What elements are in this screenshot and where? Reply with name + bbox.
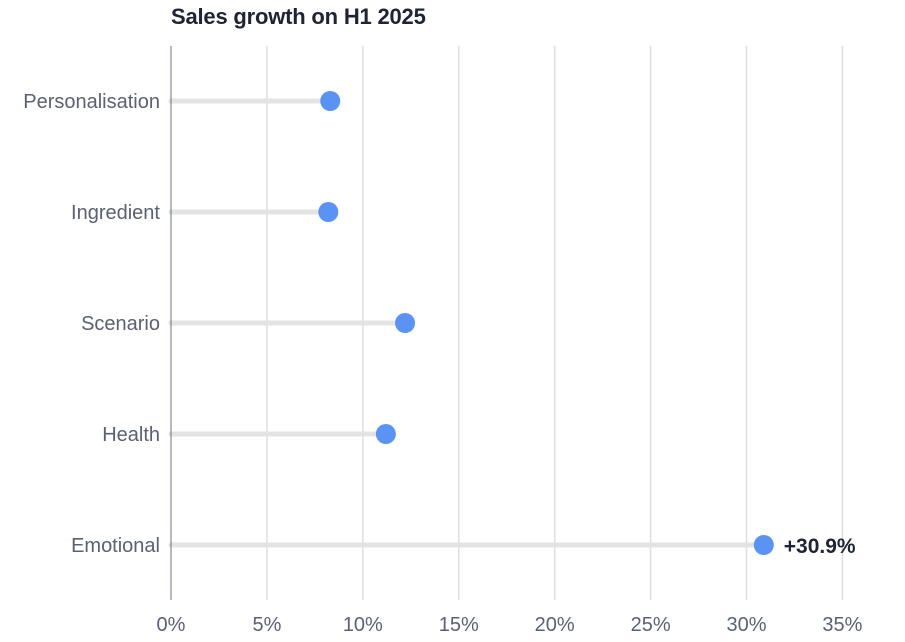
dot-ingredient [318, 202, 339, 222]
category-labels: Personalisation Ingredient Scenario Health E… [23, 91, 160, 557]
dot-health [375, 424, 396, 444]
dot-scenario [395, 313, 416, 333]
x-tick-label-15: 15% [439, 614, 479, 636]
chart-title: Sales growth on H1 2025 [171, 4, 426, 29]
dots [318, 91, 774, 555]
category-label-health: Health [102, 424, 160, 446]
dot-emotional [753, 535, 774, 555]
x-tick-label-35: 35% [822, 614, 862, 636]
stems [168, 98, 767, 548]
category-label-ingredient: Ingredient [71, 202, 160, 224]
x-tick-label-25: 25% [631, 614, 671, 636]
x-tick-label-20: 20% [535, 614, 575, 636]
category-label-emotional: Emotional [71, 535, 160, 557]
category-label-personalisation: Personalisation [23, 91, 160, 113]
data-label-emotional: +30.9% [784, 535, 856, 558]
x-tick-label-5: 5% [252, 614, 281, 636]
dot-personalisation [320, 91, 341, 111]
x-tick-label-30: 30% [727, 614, 767, 636]
data-labels: +30.9% [784, 535, 856, 558]
category-label-scenario: Scenario [81, 313, 160, 335]
x-tick-labels: 0% 5% 10% 15% 20% 25% 30% 35% [157, 614, 863, 636]
x-tick-label-0: 0% [157, 614, 186, 636]
x-tick-label-10: 10% [343, 614, 383, 636]
